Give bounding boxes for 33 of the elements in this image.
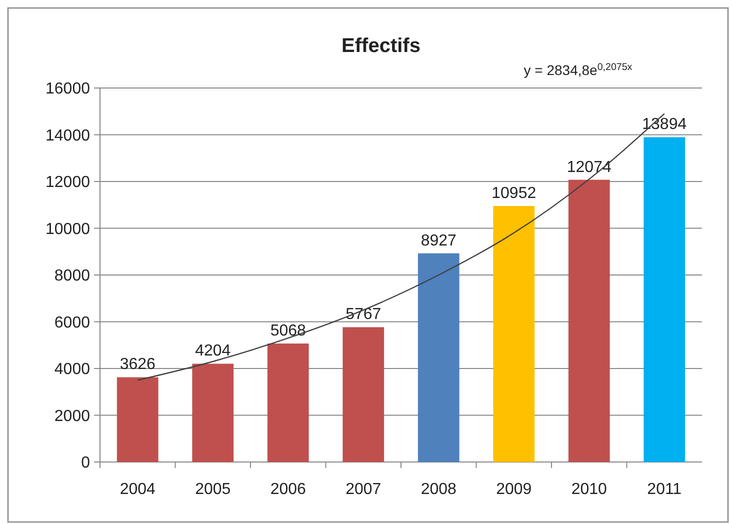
bar — [342, 327, 384, 462]
bar — [644, 137, 686, 462]
y-tick-label: 0 — [81, 454, 90, 472]
data-label: 5767 — [346, 306, 382, 324]
text: y = 2834,8e$^{0,2075x}$ — [524, 62, 632, 78]
bar — [568, 180, 610, 462]
data-label: 4204 — [195, 342, 231, 360]
bar — [493, 206, 535, 462]
data-label: 3626 — [120, 356, 156, 374]
bar — [116, 377, 158, 462]
bar — [192, 364, 234, 462]
bar — [418, 253, 460, 462]
y-tick-label: 10000 — [46, 220, 90, 238]
y-tick-label: 8000 — [54, 268, 90, 285]
data-label: 8927 — [420, 232, 457, 250]
y-tick-label: 2000 — [54, 408, 90, 425]
data-label: 5068 — [270, 322, 306, 340]
y-tick-label: 4000 — [54, 361, 90, 378]
y-tick-label: 6000 — [54, 314, 90, 332]
x-tick-label: 2006 — [270, 481, 306, 498]
chart-title: Effectifs — [342, 35, 420, 57]
x-tick-label: 2008 — [420, 481, 457, 498]
x-tick-label: 2004 — [120, 481, 156, 498]
data-label: 10952 — [492, 184, 536, 202]
x-tick-label: 2009 — [496, 481, 532, 498]
bar — [267, 344, 309, 462]
y-tick-label: 16000 — [46, 80, 90, 98]
x-tick-label: 2011 — [647, 481, 682, 498]
y-tick-label: 14000 — [46, 127, 90, 144]
x-tick-label: 2010 — [571, 481, 608, 498]
x-tick-label: 2005 — [195, 481, 231, 498]
x-tick-label: 2007 — [346, 481, 382, 498]
y-tick-label: 12000 — [46, 174, 90, 192]
